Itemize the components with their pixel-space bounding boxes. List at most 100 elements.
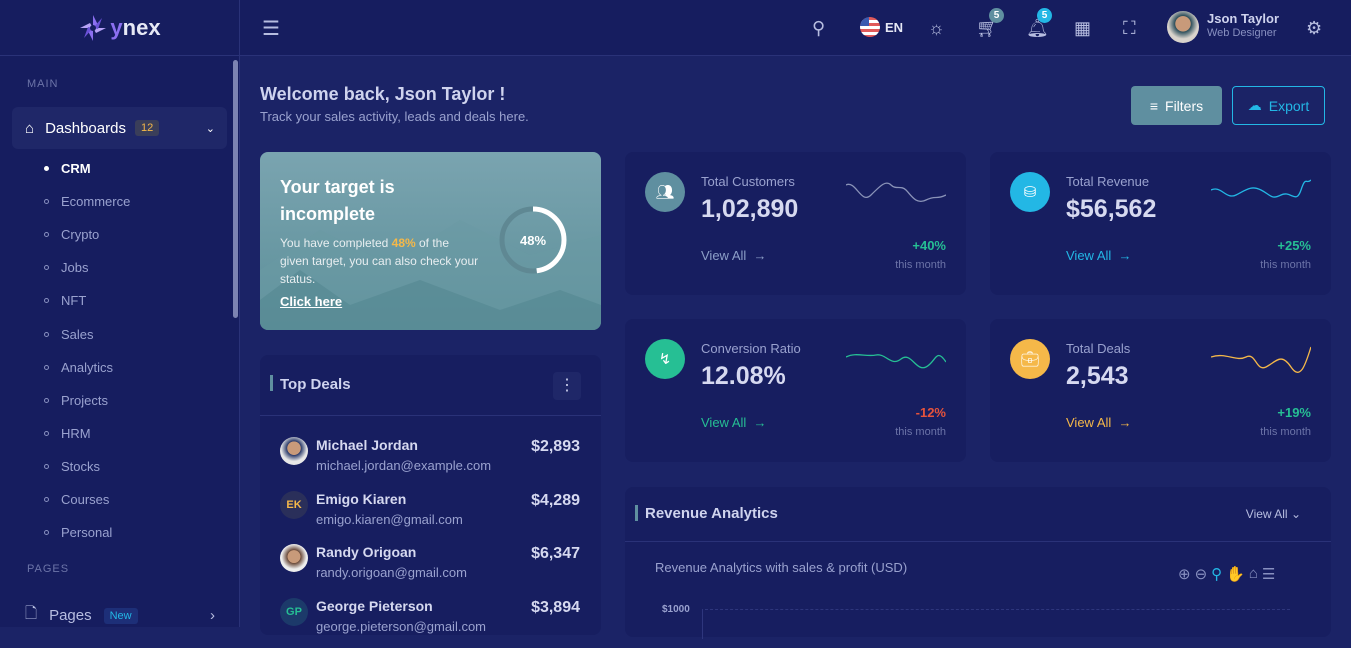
sidebar-item-analytics[interactable]: Analytics [44,360,113,375]
sidebar-item-hrm[interactable]: HRM [44,426,91,441]
reset-home-icon[interactable]: ⌂ [1248,565,1258,582]
stat-period: this month [895,259,946,271]
sidebar-item-crypto[interactable]: Crypto [44,227,99,242]
deal-email: michael.jordan@example.com [316,458,492,473]
menu-toggle-icon[interactable]: ☰ [262,18,280,40]
new-badge: New [103,607,138,624]
bullet-icon [44,430,49,436]
bullet-icon [44,364,49,370]
deal-list-item[interactable]: GP George Pieterson george.pieterson@gma… [280,597,580,648]
pan-hand-icon[interactable]: ✋ [1226,566,1245,583]
cloud-upload-icon: ☁ [1247,97,1262,113]
sidebar-scrollbar[interactable] [233,60,238,318]
arrow-right-icon: → [753,415,767,430]
user-role: Web Designer [1207,27,1277,39]
sidebar-item-stocks[interactable]: Stocks [44,459,100,474]
view-all-label: View All [1066,248,1112,263]
sun-icon[interactable]: ☼ [928,18,945,38]
fullscreen-icon[interactable]: ⛶ [1123,18,1136,38]
stat-value: 12.08% [701,362,786,390]
apps-grid-icon[interactable]: ▦ [1074,18,1092,38]
top-header: ☰ ⚲ EN ☼ 🛒︎ 5 🔔︎ 5 ▦ ⛶ Json Taylor Web D… [240,0,1351,56]
export-label: Export [1268,97,1310,114]
sidebar-item-courses[interactable]: Courses [44,492,109,507]
bell-icon[interactable]: 🔔︎ [1026,18,1049,38]
view-all-dropdown[interactable]: View All ⌄ [1246,507,1301,521]
deal-list-item[interactable]: Michael Jordan michael.jordan@example.co… [280,437,580,487]
revenue-analytics-card: Revenue Analytics View All ⌄ Revenue Ana… [625,487,1331,639]
filter-icon: ≡ [1149,97,1159,114]
zoom-out-icon[interactable]: ⊖ [1194,566,1208,583]
click-here-link[interactable]: Click here [280,294,343,309]
sidebar-item-projects[interactable]: Projects [44,393,108,408]
chart-menu-icon[interactable]: ☰ [1261,566,1276,583]
deal-name: Emigo Kiaren [316,490,407,507]
cart-icon[interactable]: 🛒︎ [976,18,999,38]
bullet-icon [44,397,49,403]
user-name[interactable]: Json Taylor [1207,11,1280,26]
sparkline-chart [846,182,946,202]
stat-title: Total Customers [701,174,795,189]
sidebar-item-sales[interactable]: Sales [44,327,94,342]
view-all-link[interactable]: View All → [1066,248,1132,263]
deal-avatar [280,544,308,572]
top-deals-card: Top Deals ⋮ Michael Jordan michael.jorda… [260,355,601,635]
sidebar-item-label: NFT [61,293,87,309]
chart-title: Revenue Analytics with sales & profit (U… [655,560,908,575]
sidebar-item-label: Courses [61,492,110,507]
selection-zoom-icon[interactable]: ⚲ [1211,566,1223,583]
pages-label: Pages [49,607,92,624]
deal-avatar: EK [280,490,308,519]
export-button[interactable]: ☁ Export [1232,86,1325,125]
y-axis-tick: $1000 [662,604,690,615]
more-options-button[interactable]: ⋮ [553,372,581,400]
bullet-icon [44,530,49,536]
page-subtitle: Track your sales activity, leads and dea… [260,109,529,124]
filters-button[interactable]: ≡ Filters [1131,86,1222,125]
sidebar-item-label: Personal [61,525,113,541]
sidebar-item-jobs[interactable]: Jobs [44,260,88,275]
section-pages-label: PAGES [27,563,70,575]
page-title: Welcome back, Json Taylor ! [260,84,506,104]
deal-list-item[interactable]: EK Emigo Kiaren emigo.kiaren@gmail.com $… [280,490,580,541]
view-all-link[interactable]: View All → [701,415,767,430]
sidebar-item-ecommerce[interactable]: Ecommerce [44,194,130,209]
view-all-link[interactable]: View All → [701,248,767,263]
sidebar-item-nft[interactable]: NFT [44,293,86,308]
view-all-label: View All [1066,415,1112,430]
stat-change: +19% [1277,405,1311,420]
sidebar-item-dashboards[interactable]: ⌂ Dashboards 12 ⌄ [12,107,227,149]
view-all-link[interactable]: View All → [1066,415,1132,430]
stat-title: Total Revenue [1066,174,1150,189]
brand-logo[interactable]: yynexnex [0,0,239,56]
cart-badge: 5 [989,8,1004,23]
language-selector[interactable]: EN [860,17,903,37]
sidebar-item-personal[interactable]: Personal [44,525,112,540]
avatar[interactable] [1167,11,1199,43]
target-text-before: You have completed [280,236,392,250]
bullet-icon [44,463,49,469]
us-flag-icon [860,17,880,37]
sidebar-item-pages[interactable]: 🗋 Pages New › [25,603,215,628]
stat-value: 2,543 [1066,362,1129,390]
bullet-icon [44,166,49,171]
sidebar-item-label: Sales [61,326,94,342]
deal-list-item[interactable]: Randy Origoan randy.origoan@gmail.com $6… [280,544,580,594]
deal-amount: $4,289 [531,491,580,509]
stat-value: 1,02,890 [701,195,799,223]
target-text: You have completed 48% of the given targ… [280,234,480,288]
settings-gear-icon[interactable]: ⚙ [1306,18,1323,38]
bullet-icon [44,232,49,238]
sidebar-item-crm[interactable]: CRM [44,161,91,176]
chevron-down-icon: ⌄ [205,122,215,135]
sidebar: yynexnex MAIN ⌂ Dashboards 12 ⌄ CRM Ecomm… [0,0,240,627]
section-main-label: MAIN [27,78,59,90]
target-title-line1: Your target is [280,177,395,197]
deal-name: Randy Origoan [316,544,417,560]
zoom-in-icon[interactable]: ⊕ [1178,566,1191,583]
target-text-after: of the given target, you can also check … [280,236,479,286]
view-all-label: View All [701,248,747,263]
target-progress-label: 48% [519,233,547,248]
stat-icon: 💼︎ [1010,339,1050,379]
search-icon[interactable]: ⚲ [812,18,826,38]
